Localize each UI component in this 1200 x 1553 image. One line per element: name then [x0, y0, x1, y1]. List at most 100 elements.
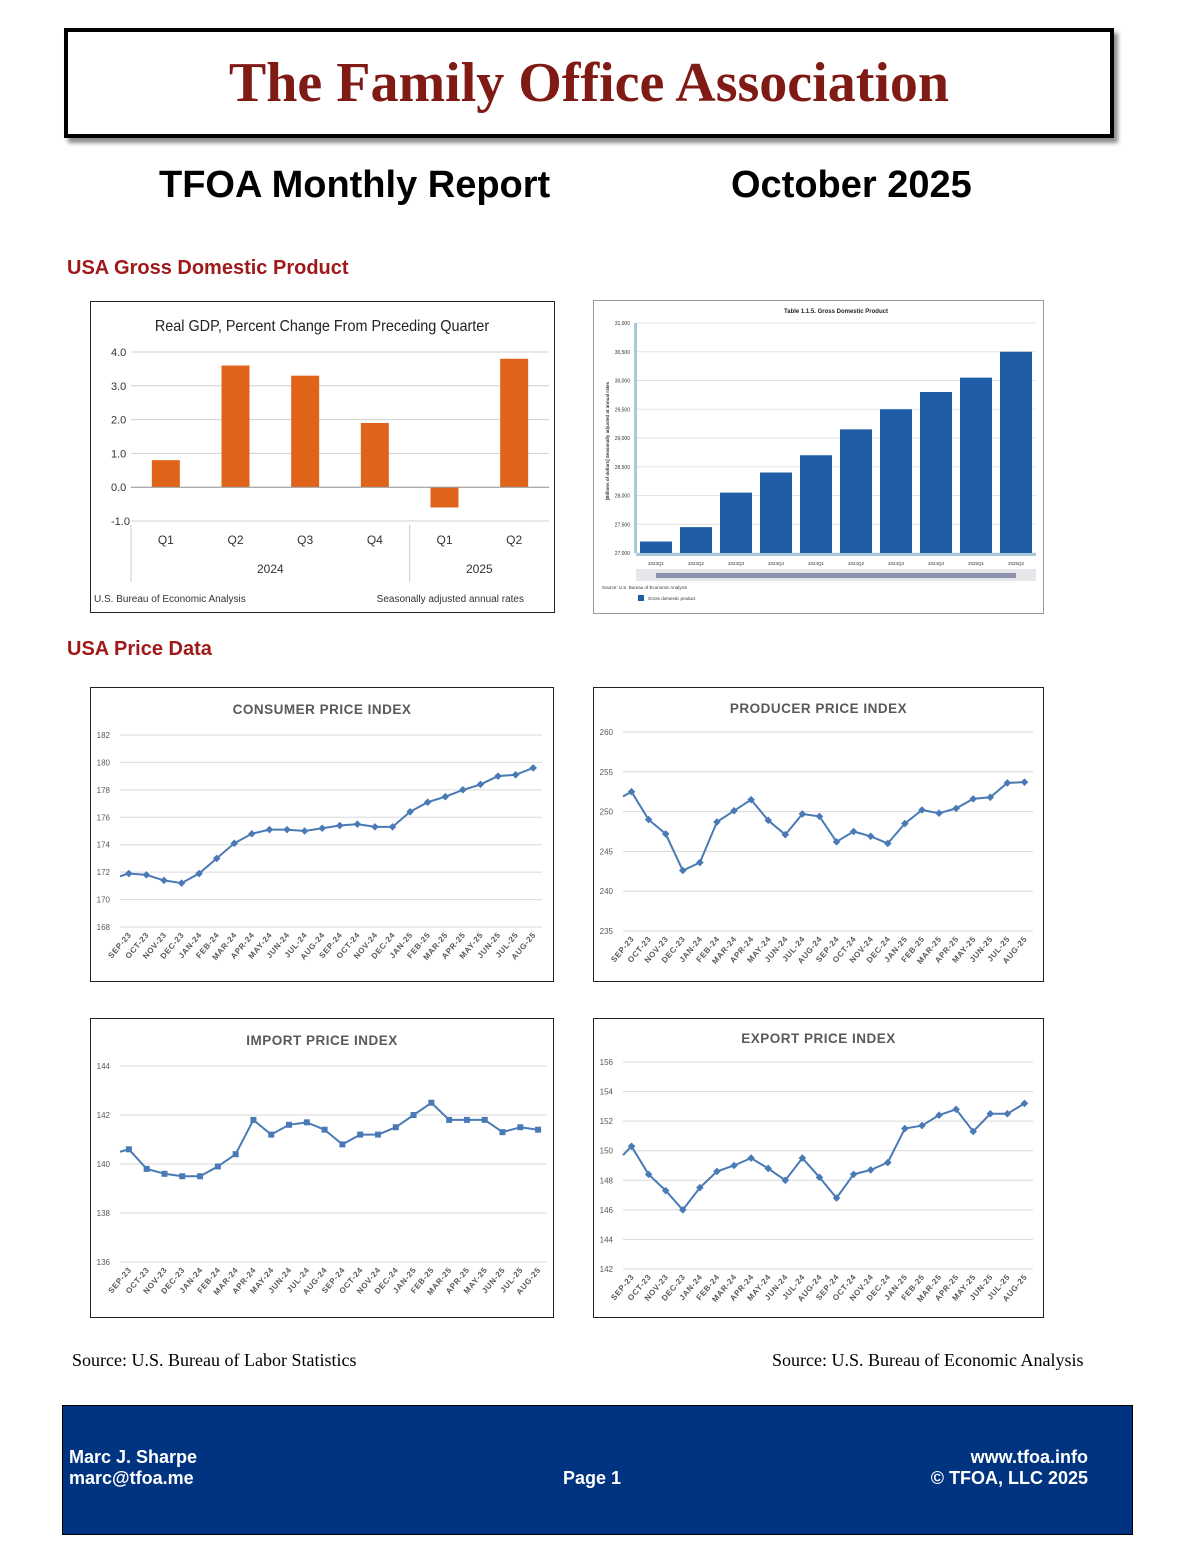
chart-svg: EXPORT PRICE INDEX 156 154 152 150 148 146 144 1… [600, 1031, 1033, 1304]
y-tick-label: 260 [600, 728, 614, 737]
data-point [713, 1167, 721, 1176]
data-point [849, 1170, 858, 1179]
data-point [357, 1131, 364, 1138]
x-tick-label: 2024Q2 [848, 561, 865, 566]
website-link[interactable]: www.tfoa.info [970, 1447, 1088, 1467]
data-point [832, 1194, 841, 1202]
y-tick-label: 30,500 [615, 350, 631, 356]
data-point [517, 1124, 524, 1131]
data-point [459, 786, 467, 794]
x-tick-label: 2023Q3 [728, 561, 745, 566]
x-tick-label: 2023Q2 [688, 561, 705, 566]
data-point [764, 1164, 773, 1173]
bar [720, 492, 752, 553]
data-point [214, 1163, 221, 1170]
bar [800, 455, 832, 553]
data-point [371, 823, 379, 831]
y-tick-label: 150 [600, 1147, 614, 1156]
data-point [494, 772, 502, 780]
data-point [410, 1112, 417, 1118]
bar [221, 365, 250, 488]
bar [760, 472, 792, 553]
y-tick-label: -1.0 [111, 516, 130, 528]
bar [291, 375, 320, 488]
range-navigator-handle [656, 573, 1016, 578]
x-tick-label: 2024Q3 [888, 561, 905, 566]
data-point [730, 1161, 738, 1170]
y-tick-label: 29,500 [615, 407, 631, 413]
data-point [406, 808, 414, 816]
y-tick-label: 144 [97, 1062, 111, 1071]
source-left: Source: U.S. Bureau of Labor Statistics [72, 1350, 357, 1370]
y-tick-label: 168 [97, 923, 111, 932]
data-point [265, 825, 274, 834]
data-point [832, 838, 841, 846]
y-tick-label: 170 [97, 896, 111, 905]
data-point [446, 1116, 453, 1123]
x-tick-label: 2023Q1 [648, 561, 665, 566]
y-tick-label: 144 [600, 1235, 614, 1244]
data-point [627, 1142, 636, 1151]
data-point [798, 1154, 807, 1162]
data-point [969, 1127, 978, 1136]
data-point [300, 827, 309, 835]
data-point [303, 1119, 310, 1126]
data-point [730, 807, 738, 815]
data-point [952, 1105, 960, 1114]
x-tick-label: 2023Q4 [768, 561, 785, 566]
series-line [622, 781, 1025, 872]
data-point [644, 1170, 653, 1179]
data-point [1003, 779, 1012, 787]
data-point [535, 1126, 542, 1133]
x-axis-bar [636, 553, 1036, 556]
data-point [883, 839, 892, 848]
series-line [119, 1101, 539, 1178]
y-tick-label: 1.0 [111, 448, 126, 460]
data-point [374, 1131, 381, 1138]
data-point [781, 1176, 790, 1185]
y-tick-label: 156 [600, 1058, 614, 1067]
data-point [935, 809, 943, 817]
y-tick-label: 180 [97, 758, 111, 767]
y-tick-label: 142 [97, 1111, 111, 1120]
data-point [179, 1173, 186, 1180]
data-point [177, 879, 186, 887]
x-tick-label: 2024Q4 [928, 561, 945, 566]
series-line [119, 766, 534, 885]
export-price-chart: EXPORT PRICE INDEX 156 154 152 150 148 146 144 1… [593, 1018, 1044, 1318]
data-point [866, 1166, 875, 1174]
page-number: Page 1 [563, 1468, 622, 1488]
y-tick-label: 140 [97, 1160, 111, 1169]
data-point [866, 832, 875, 841]
data-point [230, 839, 239, 848]
author-email[interactable]: marc@tfoa.me [69, 1468, 194, 1488]
y-tick-label: 148 [600, 1176, 614, 1185]
data-point [1020, 778, 1029, 786]
x-tick-label: Q1 [158, 533, 174, 547]
chart-title: EXPORT PRICE INDEX [741, 1031, 896, 1046]
bar [500, 358, 529, 488]
y-tick-label: 30,000 [615, 379, 631, 385]
y-tick-label: 28,000 [615, 494, 631, 500]
y-tick-label: 2.0 [111, 415, 126, 427]
x-tick-label: Q4 [367, 533, 383, 547]
chart-title: Real GDP, Percent Change From Preceding … [155, 317, 489, 335]
y-tick-label: 31,000 [615, 321, 631, 327]
chart-title: CONSUMER PRICE INDEX [233, 702, 412, 717]
banner-title: The Family Office Association [228, 52, 950, 114]
chart-svg: Real GDP, Percent Change From Preceding … [94, 317, 549, 605]
y-tick-label: 28,500 [615, 465, 631, 471]
chart-title: Table 1.1.5. Gross Domestic Product [784, 309, 888, 315]
y-tick-label: 235 [600, 927, 614, 936]
data-point [125, 1146, 132, 1153]
data-point [661, 1186, 670, 1195]
gdp-percent-change-chart: Real GDP, Percent Change From Preceding … [90, 301, 555, 613]
data-point [678, 1206, 687, 1214]
bar [430, 487, 459, 508]
import-price-chart: IMPORT PRICE INDEX 144 142 140 138 136 SEP-23 O… [90, 1018, 554, 1318]
chart-source: Source: U.S. Bureau of Economic Analysis [602, 585, 688, 590]
data-point [388, 823, 397, 831]
data-point [918, 806, 926, 814]
data-point [124, 869, 133, 878]
data-point [713, 818, 721, 826]
